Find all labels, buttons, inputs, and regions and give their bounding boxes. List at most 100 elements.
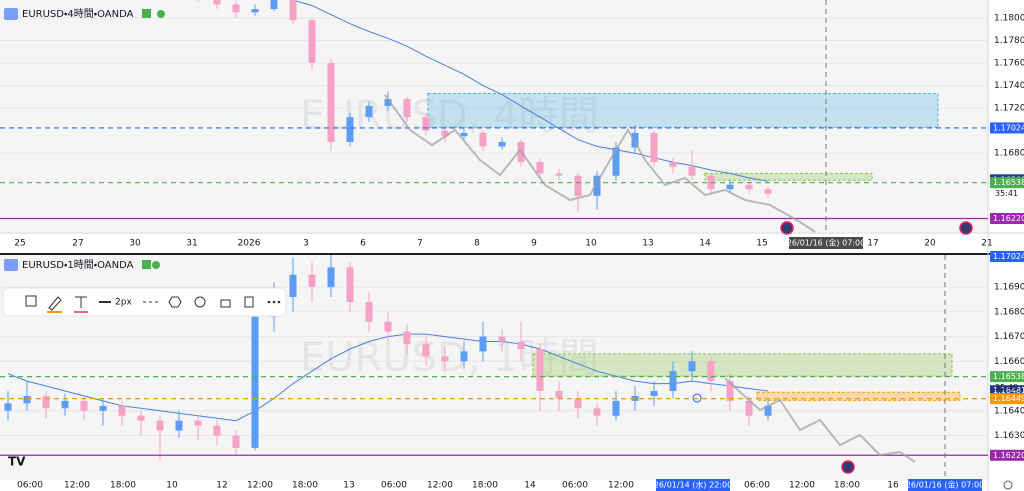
projection-line [384, 94, 816, 233]
drawing-toolbar: 2px [2, 287, 287, 317]
crosshair-label: 26/01/16 (金) 07:00 [906, 480, 984, 490]
candle-body [365, 301, 373, 322]
candle-body [194, 420, 202, 426]
zone [532, 353, 953, 377]
event-icon[interactable] [841, 460, 855, 474]
line-width[interactable]: 2px [115, 298, 132, 308]
template-button[interactable] [25, 295, 37, 307]
price-label: 1.16220 [993, 451, 1024, 460]
countdown: 35:40 [995, 383, 1018, 392]
candle-body [251, 316, 259, 448]
x-tick-label: 13 [642, 239, 653, 249]
settings-button[interactable] [168, 296, 182, 308]
y-tick-label: 1.16700 [994, 332, 1024, 342]
candle-body [61, 400, 69, 409]
candle-body [289, 0, 297, 21]
candle-body [688, 166, 696, 176]
candle-body [460, 132, 468, 137]
x-tick-label: 18:00 [292, 481, 318, 491]
event-icon[interactable] [959, 221, 973, 235]
flag-icon[interactable] [142, 9, 151, 18]
crosshair-label-bg [656, 479, 730, 491]
crosshair-label-bg [789, 237, 863, 249]
candle-body [593, 175, 601, 196]
countdown: 35:41 [995, 189, 1018, 198]
price-label: 1.17024 [993, 123, 1024, 132]
x-tick-label: 16 [887, 481, 899, 491]
price-label-bg [990, 385, 1024, 397]
top-pane [0, 0, 988, 232]
x-tick-label: 12:00 [789, 481, 815, 491]
x-tick-label: 12 [216, 481, 227, 491]
y-tick-label: 1.17600 [994, 59, 1024, 69]
x-tick-label: 18:00 [834, 481, 860, 491]
price-label: 1.17024 [993, 252, 1024, 261]
x-tick-label: 27 [72, 239, 83, 249]
x-tick-label: 6 [360, 239, 366, 249]
candle-body [137, 415, 145, 421]
candle-body [308, 274, 316, 288]
line-color-button[interactable] [48, 296, 62, 311]
candle-body [270, 0, 278, 10]
candle-body [213, 425, 221, 436]
x-tick-label: 2026 [238, 239, 261, 249]
more-button[interactable] [277, 300, 281, 304]
candle-body [213, 0, 221, 5]
candle-body [289, 274, 297, 298]
x-tick-label: 3 [303, 239, 309, 249]
price-label: 1.16481 [993, 386, 1024, 395]
symbol-icon[interactable] [4, 8, 18, 20]
more-button[interactable] [267, 300, 271, 304]
candle-body [612, 400, 620, 416]
alert-button[interactable] [194, 296, 206, 308]
x-tick-label: 06:00 [562, 481, 588, 491]
y-tick-label: 1.16300 [994, 431, 1024, 441]
candle-body [555, 173, 563, 176]
price-label: 1.16220 [993, 214, 1024, 223]
event-icon[interactable] [780, 221, 794, 235]
y-tick-label: 1.17400 [994, 81, 1024, 91]
candle-body [403, 331, 411, 345]
zone [427, 92, 939, 128]
x-tick-label: 15 [756, 239, 767, 249]
more-button[interactable] [272, 300, 276, 304]
y-tick-label: 1.16800 [994, 307, 1024, 317]
candle-body [365, 105, 373, 118]
pane-title: EURUSD・1時間・OANDA [22, 259, 134, 271]
y-tick-label: 1.18000 [994, 14, 1024, 24]
x-tick-label: 7 [417, 239, 423, 249]
candle-body [232, 435, 240, 448]
candle-body [422, 117, 430, 131]
price-label-bg [990, 122, 1024, 134]
candle-body [346, 117, 354, 142]
x-tick-label: 14 [699, 239, 711, 249]
candle-body [441, 356, 449, 362]
x-tick-label: 10 [166, 481, 178, 491]
candle-body [42, 395, 50, 409]
symbol-icon[interactable] [4, 259, 18, 271]
lock-button[interactable] [220, 299, 231, 308]
flag-icon[interactable] [142, 260, 151, 269]
candle-body [403, 99, 411, 118]
x-tick-label: 14 [524, 481, 536, 491]
candle-body [384, 321, 392, 332]
price-label-bg [990, 212, 1024, 224]
candle-body [517, 341, 525, 349]
y-tick-label: 1.16900 [994, 283, 1024, 293]
candle-body [384, 99, 392, 106]
y-tick-label: 1.16400 [994, 406, 1024, 416]
x-tick-label: 8 [474, 239, 480, 249]
candle-body [669, 371, 677, 391]
candle-body [156, 420, 164, 431]
candle-body [175, 420, 183, 431]
x-tick-label: 25 [14, 239, 25, 249]
x-tick-label: 17 [867, 239, 878, 249]
candle-body [574, 175, 582, 196]
delete-button[interactable] [244, 296, 254, 308]
candle-body [327, 63, 335, 142]
x-tick-label: 31 [186, 239, 197, 249]
text-color-button[interactable] [75, 296, 87, 308]
candle-body [118, 405, 126, 416]
settings-icon[interactable] [1003, 480, 1013, 490]
